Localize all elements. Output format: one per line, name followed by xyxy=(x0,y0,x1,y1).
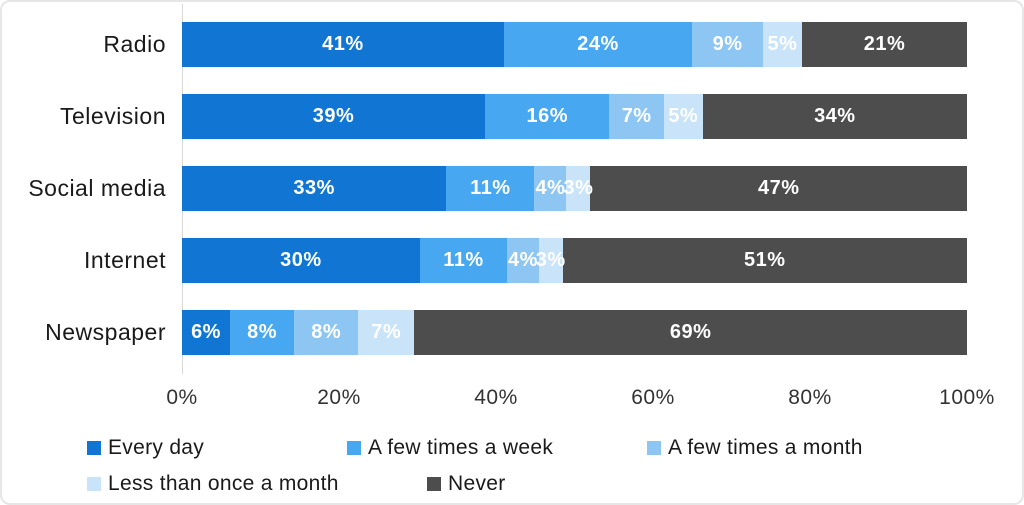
chart-row-television: Television 39% 16% 7% 5% 34% xyxy=(2,80,1022,152)
bar-segment-less-than-once-a-month: 3% xyxy=(564,165,593,211)
legend: Every day A few times a week A few times a… xyxy=(2,430,1022,502)
bar-segment-a-few-times-a-month: 4% xyxy=(507,237,539,283)
bar-value-label: 9% xyxy=(712,32,743,55)
legend-item-a-few-times-a-month: A few times a month xyxy=(647,436,863,460)
bar-segment-a-few-times-a-month: 7% xyxy=(609,93,664,139)
bar-segment-a-few-times-a-month: 4% xyxy=(534,165,567,211)
category-label: Social media xyxy=(28,174,166,201)
legend-label: Every day xyxy=(108,436,205,459)
bar-value-label: 33% xyxy=(293,176,335,199)
plot-area: Radio 41% 24% 9% 5% 21% Television 39% 16% 7% 5% 34… xyxy=(2,4,1022,374)
bar-value-label: 7% xyxy=(371,320,402,343)
legend-label: A few times a week xyxy=(368,436,554,459)
legend-color-swatch xyxy=(427,477,441,491)
bar-value-label: 3% xyxy=(563,176,594,199)
bar-value-label: 21% xyxy=(863,32,906,55)
chart-row-radio: Radio 41% 24% 9% 5% 21% xyxy=(2,8,1022,80)
bar-segment-less-than-once-a-month: 3% xyxy=(535,237,566,283)
bar-value-label: 34% xyxy=(814,104,856,127)
bar-segment-never: 69% xyxy=(414,309,967,355)
bar-segment-every-day: 6% xyxy=(182,309,231,355)
bar-segment-a-few-times-a-week: 11% xyxy=(419,237,508,283)
bar-value-label: 39% xyxy=(312,104,355,127)
bar-segment-a-few-times-a-month: 8% xyxy=(294,309,359,355)
bar-segment-a-few-times-a-week: 24% xyxy=(503,21,693,67)
bar-value-label: 69% xyxy=(669,320,712,343)
chart-row-internet: Internet 30% 11% 4% 3% 51% xyxy=(2,224,1022,296)
bar-value-label: 8% xyxy=(311,320,342,343)
bar-segment-a-few-times-a-month: 9% xyxy=(692,21,763,67)
category-label: Radio xyxy=(103,30,166,57)
bar-segment-never: 21% xyxy=(802,21,967,67)
chart-row-newspaper: Newspaper 6% 8% 8% 7% 69% xyxy=(2,296,1022,368)
legend-label: Less than once a month xyxy=(108,472,339,495)
category-label: Newspaper xyxy=(45,318,166,345)
x-tick-label: 40% xyxy=(474,386,518,409)
x-tick-label: 60% xyxy=(631,386,675,409)
bar-value-label: 4% xyxy=(507,248,538,271)
bar-segment-every-day: 39% xyxy=(182,93,486,139)
bar-value-label: 4% xyxy=(535,176,566,199)
bar-segment-never: 34% xyxy=(702,93,967,139)
stacked-bar: 30% 11% 4% 3% 51% xyxy=(182,237,967,283)
bar-value-label: 5% xyxy=(767,32,798,55)
legend-color-swatch xyxy=(347,441,361,455)
legend-item-less-than-once-a-month: Less than once a month xyxy=(87,472,427,496)
legend-item-a-few-times-a-week: A few times a week xyxy=(347,436,647,460)
bar-segment-less-than-once-a-month: 5% xyxy=(663,93,703,139)
stacked-bar: 39% 16% 7% 5% 34% xyxy=(182,93,967,139)
legend-label: Never xyxy=(448,472,506,495)
x-tick-label: 20% xyxy=(317,386,361,409)
x-tick-label: 100% xyxy=(939,386,995,409)
legend-label: A few times a month xyxy=(668,436,863,459)
chart-row-social-media: Social media 33% 11% 4% 3% 47% xyxy=(2,152,1022,224)
bar-value-label: 16% xyxy=(526,104,569,127)
x-axis: 0% 20% 40% 60% 80% 100% xyxy=(166,378,994,418)
legend-color-swatch xyxy=(87,441,101,455)
category-label: Television xyxy=(60,102,166,129)
category-label: Internet xyxy=(84,246,166,273)
legend-row: Less than once a month Never xyxy=(87,466,1022,502)
bar-value-label: 7% xyxy=(621,104,652,127)
stacked-bar: 41% 24% 9% 5% 21% xyxy=(182,21,967,67)
bar-value-label: 30% xyxy=(280,248,322,271)
legend-color-swatch xyxy=(647,441,661,455)
bar-segment-never: 51% xyxy=(562,237,967,283)
bar-value-label: 6% xyxy=(191,320,221,343)
bar-value-label: 11% xyxy=(470,176,511,199)
bar-segment-every-day: 33% xyxy=(182,165,447,211)
bar-segment-every-day: 41% xyxy=(182,21,504,67)
bar-value-label: 5% xyxy=(668,104,699,127)
legend-item-never: Never xyxy=(427,472,506,496)
bar-segment-a-few-times-a-week: 8% xyxy=(230,309,295,355)
bar-value-label: 24% xyxy=(577,32,619,55)
bar-segment-less-than-once-a-month: 7% xyxy=(358,309,415,355)
bar-value-label: 51% xyxy=(744,248,786,271)
stacked-bar: 6% 8% 8% 7% 69% xyxy=(182,309,967,355)
bar-value-label: 47% xyxy=(757,176,800,199)
bar-value-label: 3% xyxy=(535,248,566,271)
legend-row: Every day A few times a week A few times a… xyxy=(87,430,1022,466)
bar-value-label: 11% xyxy=(443,248,484,271)
bar-value-label: 41% xyxy=(322,32,364,55)
bar-segment-a-few-times-a-week: 11% xyxy=(446,165,535,211)
bar-segment-every-day: 30% xyxy=(182,237,420,283)
bar-segment-never: 47% xyxy=(590,165,967,211)
bar-segment-a-few-times-a-week: 16% xyxy=(485,93,610,139)
x-tick-label: 0% xyxy=(166,386,198,409)
x-tick-label: 80% xyxy=(788,386,832,409)
stacked-bar: 33% 11% 4% 3% 47% xyxy=(182,165,967,211)
bar-segment-less-than-once-a-month: 5% xyxy=(762,21,803,67)
bar-value-label: 8% xyxy=(247,320,278,343)
legend-color-swatch xyxy=(87,477,101,491)
legend-item-every-day: Every day xyxy=(87,436,347,460)
